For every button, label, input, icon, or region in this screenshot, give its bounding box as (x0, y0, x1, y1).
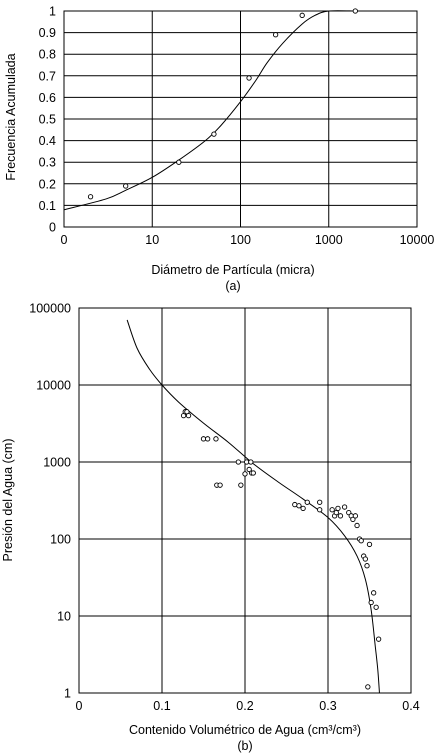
x-tick-label: 0.2 (236, 699, 253, 713)
grid-b (78, 307, 412, 694)
x-tick-label: 0 (61, 233, 68, 247)
data-point (87, 194, 94, 200)
y-tick-label: 0.7 (39, 69, 56, 83)
data-point (123, 183, 129, 189)
data-point (373, 604, 379, 610)
data-point (185, 412, 192, 419)
data-point (362, 556, 368, 562)
y-tick-label: 0.6 (39, 91, 56, 105)
plot-frame (78, 307, 412, 694)
data-point (317, 507, 323, 513)
chart-b: 0 0.1 0.2 0.3 0.4 1 10 100 1000 10000 100000 Cont… (1, 302, 420, 754)
x-tick-labels-a: 0 10 100 1000 10000 (61, 233, 435, 247)
data-point (350, 516, 356, 522)
data-point (213, 436, 219, 442)
chart-a: 0 10 100 1000 10000 0 0.1 0.2 0.3 0.4 0.5 0.6 0.7 0.… (4, 5, 434, 294)
fitted-curve (63, 10, 356, 211)
y-tick-label: 0.2 (39, 177, 56, 191)
data-point (204, 436, 211, 442)
data-point (352, 513, 359, 519)
curve-b (126, 319, 380, 694)
x-tick-label: 10000 (400, 233, 435, 247)
x-tick-labels-b: 0 0.1 0.2 0.3 0.4 (76, 699, 420, 713)
x-tick-label: 0.3 (319, 699, 336, 713)
data-point (358, 538, 364, 544)
y-tick-labels-b: 1 10 100 1000 10000 100000 (29, 302, 71, 701)
y-tick-label: 0.9 (39, 26, 56, 40)
fitted-curve (126, 319, 380, 694)
y-tick-label: 0 (49, 221, 56, 235)
data-point (176, 159, 182, 165)
x-tick-label: 100 (230, 233, 251, 247)
y-tick-label: 1 (49, 5, 56, 19)
data-point (299, 12, 305, 18)
data-point (217, 482, 223, 488)
data-point (329, 507, 335, 513)
curve-a (63, 10, 356, 211)
y-tick-label: 1000 (43, 456, 71, 470)
y-axis-label-a: Frecuencia Acumulada (4, 53, 18, 180)
data-point (238, 482, 244, 488)
y-tick-labels-a: 0 0.1 0.2 0.3 0.4 0.5 0.6 0.7 0.8 0.9 1 (39, 5, 56, 235)
data-point (211, 131, 217, 137)
x-tick-label: 0.1 (153, 699, 170, 713)
y-tick-label: 100 (50, 533, 71, 547)
data-point (235, 459, 242, 465)
data-point (296, 503, 302, 509)
x-tick-label: 0 (76, 699, 83, 713)
data-point (246, 75, 252, 81)
data-point (337, 513, 344, 519)
data-point (304, 499, 310, 505)
x-axis-label-b: Contenido Volumétrico de Agua (cm³/cm³) (129, 723, 361, 737)
panel-label-a: (a) (225, 279, 240, 293)
data-point (366, 541, 373, 548)
data-point (300, 505, 306, 512)
data-point (317, 499, 323, 505)
data-point (246, 466, 252, 473)
data-point (364, 563, 370, 569)
y-tick-label: 0.5 (39, 113, 56, 127)
data-point (368, 599, 374, 606)
y-tick-label: 100000 (29, 302, 71, 316)
grid-a (63, 10, 418, 228)
y-tick-label: 0.8 (39, 48, 56, 62)
x-tick-label: 0.4 (402, 699, 419, 713)
y-tick-label: 0.3 (39, 156, 56, 170)
data-point (370, 590, 377, 596)
x-axis-label-a: Diámetro de Partícula (micra) (151, 263, 314, 277)
data-point (365, 684, 371, 690)
y-axis-label-b: Presión del Agua (cm) (1, 439, 15, 562)
plot-frame (63, 10, 418, 228)
x-tick-label: 10 (145, 233, 159, 247)
data-point (242, 471, 248, 477)
data-point (341, 504, 348, 510)
x-tick-label: 1000 (315, 233, 343, 247)
data-point (354, 522, 360, 529)
y-tick-label: 10000 (36, 379, 71, 393)
y-tick-label: 1 (64, 687, 71, 701)
data-point (335, 505, 341, 512)
points-a (87, 8, 358, 200)
y-tick-label: 0.1 (39, 199, 56, 213)
panel-label-b: (b) (237, 739, 252, 753)
data-point (248, 459, 254, 465)
data-point (352, 8, 358, 14)
y-tick-label: 10 (57, 610, 71, 624)
points-b (180, 409, 382, 690)
data-point (272, 32, 279, 38)
y-tick-label: 0.4 (39, 134, 56, 148)
data-point (250, 470, 256, 476)
data-point (375, 636, 382, 642)
data-point (333, 509, 339, 516)
